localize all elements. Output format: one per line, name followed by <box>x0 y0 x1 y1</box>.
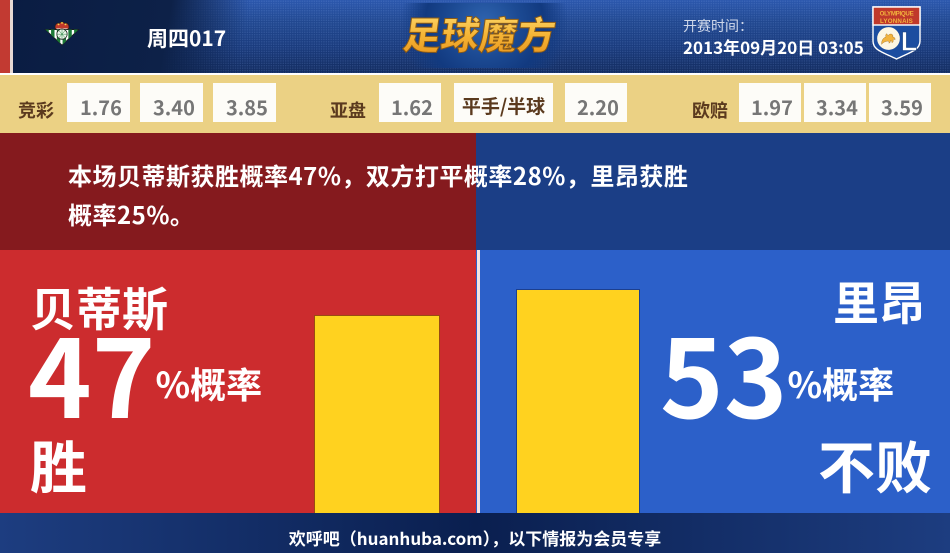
svg-text:LYONNAIS: LYONNAIS <box>880 18 913 25</box>
svg-text:L: L <box>901 27 918 57</box>
svg-text:足球魔方: 足球魔方 <box>400 5 560 60</box>
svg-text:OLYMPIQUE: OLYMPIQUE <box>880 11 914 18</box>
